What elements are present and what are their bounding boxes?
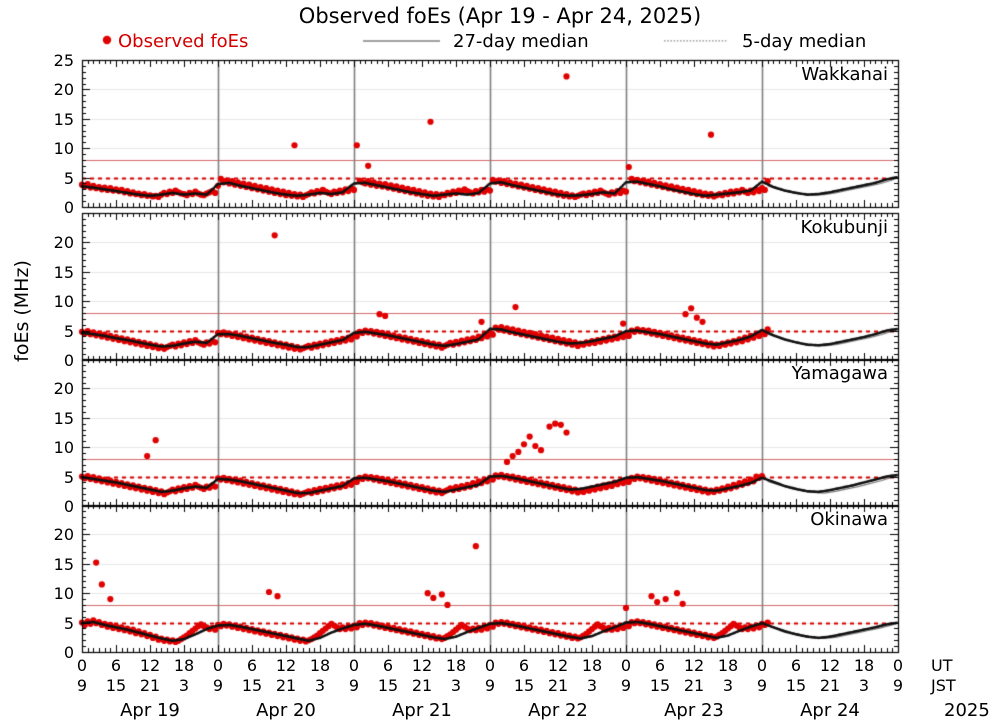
jst-tick-8: 9 (348, 676, 360, 695)
y-tick-label-wakkanai-0: 0 (63, 198, 74, 217)
jst-tick-18: 21 (683, 676, 705, 695)
y-tick-label-kokubunji-20: 20 (53, 233, 74, 253)
station-label-kokubunji: Kokubunji (800, 217, 888, 238)
ut-tick-19: 18 (717, 656, 739, 675)
y-tick-label-wakkanai-15: 15 (53, 109, 74, 129)
jst-tick-16: 9 (620, 676, 632, 695)
ut-tick-7: 18 (309, 656, 331, 675)
ut-tick-17: 6 (654, 656, 666, 675)
y-tick-label-yamagawa-10: 10 (53, 438, 74, 458)
date-label-1: Apr 20 (256, 700, 316, 721)
ut-tick-20: 0 (756, 656, 768, 675)
jst-tick-6: 21 (275, 676, 297, 695)
ut-tick-22: 12 (819, 656, 841, 675)
ut-tick-11: 18 (445, 656, 467, 675)
page-title: Observed foEs (Apr 19 - Apr 24, 2025) (298, 4, 702, 28)
legend-27-day-median-label: 27-day median (453, 31, 589, 52)
jst-tick-4: 9 (212, 676, 224, 695)
ut-row-label: UT (931, 656, 953, 675)
jst-tick-24: 9 (892, 676, 904, 695)
ut-tick-5: 6 (246, 656, 258, 675)
date-label-4: Apr 23 (664, 700, 724, 721)
ut-tick-24: 0 (892, 656, 904, 675)
y-tick-label-yamagawa-0: 0 (63, 497, 74, 516)
y-tick-label-kokubunji-10: 10 (53, 292, 74, 312)
ut-tick-0: 0 (76, 656, 88, 675)
ut-tick-1: 6 (110, 656, 122, 675)
jst-tick-5: 15 (241, 676, 263, 695)
jst-tick-7: 3 (314, 676, 326, 695)
year-label: 2025 (944, 700, 990, 721)
station-label-wakkanai: Wakkanai (801, 64, 888, 85)
jst-tick-11: 3 (450, 676, 462, 695)
y-tick-label-kokubunji-0: 0 (63, 351, 74, 370)
jst-tick-9: 15 (377, 676, 399, 695)
y-tick-label-kokubunji-15: 15 (53, 262, 74, 282)
ut-tick-21: 6 (790, 656, 802, 675)
jst-tick-22: 21 (819, 676, 841, 695)
jst-tick-12: 9 (484, 676, 496, 695)
jst-tick-14: 21 (547, 676, 569, 695)
ut-tick-10: 12 (411, 656, 433, 675)
y-tick-label-yamagawa-15: 15 (53, 408, 74, 428)
jst-tick-15: 3 (586, 676, 598, 695)
y-axis-label: foEs (MHz) (11, 260, 33, 362)
jst-tick-13: 15 (513, 676, 535, 695)
jst-tick-17: 15 (649, 676, 671, 695)
y-tick-label-wakkanai-10: 10 (53, 139, 74, 159)
y-tick-label-okinawa-0: 0 (63, 643, 74, 662)
ut-tick-8: 0 (348, 656, 360, 675)
date-label-2: Apr 21 (392, 700, 452, 721)
ut-tick-16: 0 (620, 656, 632, 675)
date-label-5: Apr 24 (800, 700, 860, 721)
jst-tick-19: 3 (722, 676, 734, 695)
jst-tick-0: 9 (76, 676, 88, 695)
ut-tick-6: 12 (275, 656, 297, 675)
ut-tick-2: 12 (139, 656, 161, 675)
jst-row-label: JST (931, 676, 956, 695)
y-tick-label-okinawa-15: 15 (53, 554, 74, 574)
y-tick-label-okinawa-10: 10 (53, 584, 74, 604)
date-label-3: Apr 22 (528, 700, 588, 721)
y-tick-label-wakkanai-25: 25 (53, 51, 74, 70)
y-tick-label-wakkanai-20: 20 (53, 80, 74, 100)
ut-tick-12: 0 (484, 656, 496, 675)
station-label-yamagawa: Yamagawa (791, 363, 888, 384)
ut-tick-18: 12 (683, 656, 705, 675)
y-tick-label-kokubunji-5: 5 (63, 321, 74, 341)
ut-tick-3: 18 (173, 656, 195, 675)
ut-tick-9: 6 (382, 656, 394, 675)
jst-tick-10: 21 (411, 676, 433, 695)
station-label-okinawa: Okinawa (810, 509, 888, 530)
jst-tick-21: 15 (785, 676, 807, 695)
ut-tick-4: 0 (212, 656, 224, 675)
y-tick-label-okinawa-5: 5 (63, 613, 74, 633)
y-tick-label-wakkanai-5: 5 (63, 168, 74, 188)
jst-tick-2: 21 (139, 676, 161, 695)
jst-tick-3: 3 (178, 676, 190, 695)
legend-observed-foes-label: Observed foEs (118, 31, 249, 52)
y-tick-label-okinawa-20: 20 (53, 525, 74, 545)
ut-tick-14: 12 (547, 656, 569, 675)
y-tick-label-yamagawa-5: 5 (63, 467, 74, 487)
legend-5-day-median-label: 5-day median (742, 31, 867, 52)
date-label-0: Apr 19 (120, 700, 180, 721)
y-tick-label-yamagawa-20: 20 (53, 379, 74, 399)
ut-tick-15: 18 (581, 656, 603, 675)
jst-tick-1: 15 (105, 676, 127, 695)
ut-tick-13: 6 (518, 656, 530, 675)
jst-tick-23: 3 (858, 676, 870, 695)
jst-tick-20: 9 (756, 676, 768, 695)
ut-tick-23: 18 (853, 656, 875, 675)
